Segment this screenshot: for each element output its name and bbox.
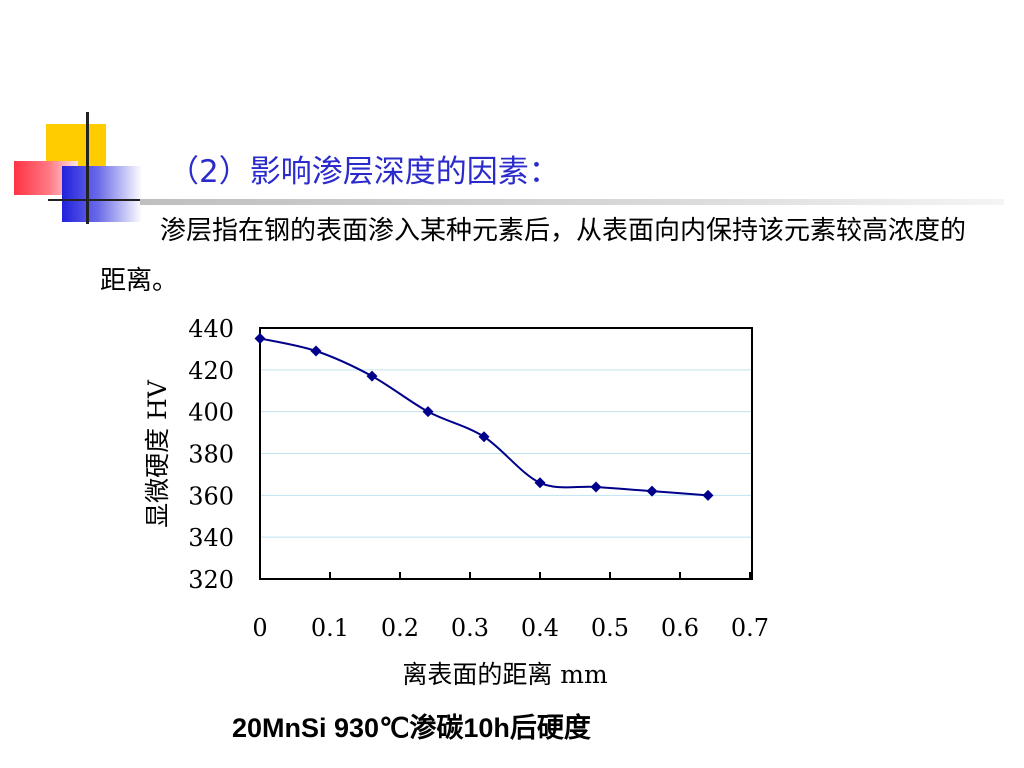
series-layer	[254, 332, 714, 501]
data-point-marker	[534, 477, 546, 489]
y-tick-label: 400	[188, 399, 234, 427]
data-point-marker	[478, 431, 490, 443]
body-paragraph: 渗层指在钢的表面渗入某种元素后，从表面向内保持该元素较高浓度的距离。	[100, 216, 967, 296]
x-axis-tick-marks	[329, 572, 751, 579]
x-tick-label: 0.4	[521, 614, 559, 642]
y-tick-label: 420	[188, 357, 234, 385]
y-tick-label: 340	[188, 524, 234, 552]
data-point-marker	[254, 332, 266, 344]
x-tick-label: 0.1	[311, 614, 349, 642]
x-tick-label: 0.2	[381, 614, 419, 642]
x-axis-tick-labels: 0 0.1 0.2 0.3 0.4 0.5 0.6 0.7	[252, 614, 769, 642]
data-point-marker	[422, 406, 434, 418]
series-line	[259, 337, 709, 497]
blue-square-decoration	[62, 166, 142, 222]
data-point-marker	[590, 481, 602, 493]
data-point-marker	[366, 370, 378, 382]
data-point-marker	[646, 485, 658, 497]
slide-title: （2）影响渗层深度的因素：	[168, 154, 560, 190]
chart-caption: 20MnSi 930℃渗碳10h后硬度	[232, 713, 591, 743]
plot-area-frame	[259, 327, 753, 580]
y-tick-label: 360	[188, 482, 234, 510]
x-tick-label: 0.7	[731, 614, 769, 642]
vertical-line-decoration	[86, 112, 89, 224]
x-tick-label: 0	[252, 614, 267, 642]
horizontal-line-decoration	[48, 199, 158, 201]
x-tick-label: 0.5	[591, 614, 629, 642]
x-tick-label: 0.3	[451, 614, 489, 642]
y-axis-tick-labels: 440 420 400 380 360 340 320	[188, 315, 234, 594]
x-tick-label: 0.6	[661, 614, 699, 642]
y-axis-title: 显微硬度 HV	[143, 379, 172, 528]
data-point-marker	[310, 345, 322, 357]
y-tick-label: 440	[188, 315, 234, 343]
y-tick-label: 380	[188, 441, 234, 469]
chart-gridlines	[260, 369, 752, 538]
title-underline-rule	[140, 199, 1004, 205]
x-axis-title: 离表面的距离 mm	[402, 660, 608, 689]
y-tick-label: 320	[188, 566, 234, 594]
data-point-marker	[702, 489, 714, 501]
